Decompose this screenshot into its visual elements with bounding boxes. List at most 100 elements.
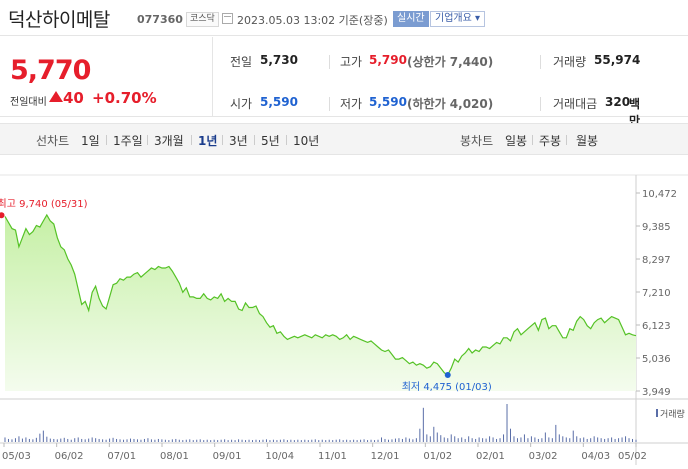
x-tick-label: 12/01: [371, 451, 400, 462]
volume-bar: [461, 437, 463, 442]
tab-period-10y[interactable]: 10년: [293, 134, 320, 148]
volume-bar: [255, 439, 257, 442]
volume-bar: [91, 437, 93, 442]
volume-bar: [436, 432, 438, 442]
tab-period-1w[interactable]: 1주일: [113, 134, 143, 148]
volume-bar: [499, 438, 501, 442]
volume-bar: [157, 438, 159, 442]
tab-candle-weekly[interactable]: 주봉: [539, 134, 562, 148]
volume-bar: [621, 437, 623, 442]
corp-info-button[interactable]: 기업개요 ▾: [430, 11, 485, 27]
stock-code: 077360: [137, 13, 183, 26]
volume-bar: [339, 439, 341, 442]
tab-period-3m[interactable]: 3개월: [154, 134, 184, 148]
volume-bar: [485, 438, 487, 442]
change-percent: +0.70%: [92, 89, 157, 107]
chart-tabs: 선차트 1일 1주일 3개월 1년 3년 5년 10년 봉차트 일봉 주봉 월봉: [0, 123, 688, 155]
volume-bar: [530, 436, 532, 442]
divider: [540, 97, 541, 111]
volume-bar: [112, 437, 114, 442]
low-label: 저가: [340, 97, 363, 111]
volume-bar: [265, 439, 267, 442]
high-value: 5,790: [369, 53, 407, 67]
volume-bar: [304, 439, 306, 442]
volume-bar: [429, 436, 431, 442]
volume-bar: [42, 430, 44, 442]
volume-bar: [496, 438, 498, 442]
volume-bar: [482, 438, 484, 442]
volume-bar: [147, 438, 149, 442]
volume-bar: [401, 438, 403, 442]
volume-bar: [381, 437, 383, 442]
volume-bar: [7, 438, 9, 442]
volume-bar: [175, 438, 177, 442]
x-tick-label: 04/03: [581, 451, 610, 462]
current-price-box: 5,770 전일대비 40 +0.70%: [0, 37, 213, 117]
volume-bar: [185, 439, 187, 442]
max-point: [0, 212, 5, 219]
x-tick-label: 08/01: [160, 451, 189, 462]
volume-bar: [443, 437, 445, 442]
volume-bar: [206, 439, 208, 442]
divider: [254, 135, 255, 145]
volume-bar: [109, 438, 111, 442]
volume-bar: [126, 439, 128, 442]
volume-bar: [377, 439, 379, 442]
divider: [329, 55, 330, 69]
divider: [286, 135, 287, 145]
volume-bar: [161, 439, 163, 442]
volume-bar: [342, 440, 344, 442]
tab-period-1d[interactable]: 1일: [81, 134, 100, 148]
volume: 거래량 55,974: [553, 53, 640, 70]
volume-bar: [88, 438, 90, 442]
min-label: 최저 4,475 (01/03): [402, 381, 492, 393]
volume-bar: [77, 437, 79, 442]
tab-period-3y[interactable]: 3년: [229, 134, 248, 148]
volume-bar: [105, 439, 107, 442]
volume-bar: [454, 436, 456, 442]
volume-bar: [447, 438, 449, 442]
volume-bar: [576, 436, 578, 442]
volume-bar: [56, 439, 58, 442]
volume-bar: [18, 436, 20, 442]
volume-bar: [489, 436, 491, 442]
price-line: [4, 213, 637, 376]
volume-bar: [98, 438, 100, 442]
y-tick-label: 3,949: [642, 387, 671, 398]
candle-chart-label: 봉차트: [460, 134, 494, 148]
volume-bar: [551, 438, 553, 442]
volume-bar: [440, 435, 442, 442]
max-label: 최고 9,740 (05/31): [0, 198, 88, 210]
tab-period-1y[interactable]: 1년: [198, 134, 218, 148]
volume-bar: [258, 440, 260, 442]
volume-bar: [238, 439, 240, 442]
volume-bar: [332, 440, 334, 442]
tab-period-5y[interactable]: 5년: [261, 134, 280, 148]
volume-bar: [335, 439, 337, 442]
volume-bar: [509, 428, 511, 442]
tab-candle-monthly[interactable]: 월봉: [576, 134, 599, 148]
volume-bar: [367, 440, 369, 442]
current-price: 5,770: [10, 55, 91, 86]
volume-bar: [84, 439, 86, 442]
volume-bar: [360, 439, 362, 442]
volume-legend-marker: [656, 409, 658, 417]
divider: [566, 135, 567, 145]
high-label: 고가: [340, 55, 363, 69]
volume-bar: [374, 440, 376, 442]
tab-candle-daily[interactable]: 일봉: [505, 134, 528, 148]
volume-bar: [269, 440, 271, 442]
realtime-badge[interactable]: 실시간: [393, 11, 429, 27]
volume-bar: [433, 426, 435, 442]
volume-bar: [67, 438, 69, 442]
volume-bar: [248, 439, 250, 442]
volume-bar: [133, 438, 135, 442]
volume-bar: [102, 439, 104, 442]
volume-bar: [534, 437, 536, 442]
stock-header: 덕산하이메탈 077360 코스닥 2023.05.03 13:02 기준(장중…: [0, 0, 688, 36]
y-tick-label: 8,297: [642, 255, 671, 266]
volume-bar: [217, 440, 219, 442]
volume-bar: [492, 437, 494, 442]
volume-bar: [579, 438, 581, 442]
volume-bar: [370, 439, 372, 442]
